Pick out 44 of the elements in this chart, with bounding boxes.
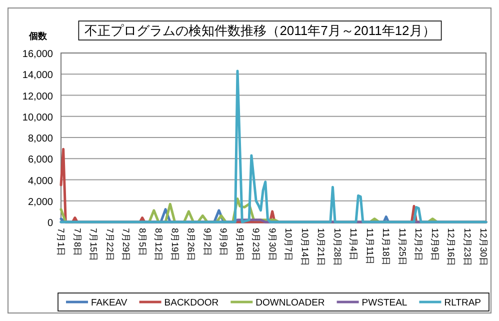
x-tick-label: 12月2日 bbox=[414, 228, 424, 262]
y-tick-label: 16,000 bbox=[22, 49, 54, 60]
x-tick-label: 8月5日 bbox=[137, 228, 148, 256]
x-tick-label: 12月23日 bbox=[462, 228, 472, 266]
x-tick-label: 12月30日 bbox=[478, 228, 489, 266]
y-axis-title: 個数 bbox=[28, 31, 48, 41]
x-tick-label: 9月2日 bbox=[202, 228, 212, 256]
x-tick-label: 8月12日 bbox=[154, 228, 164, 262]
y-tick-label: 4,000 bbox=[28, 176, 54, 187]
x-tick-label: 7月15日 bbox=[88, 228, 99, 262]
x-tick-label: 7月1日 bbox=[56, 228, 66, 256]
x-tick-label: 10月14日 bbox=[300, 228, 310, 266]
x-tick-label: 12月16日 bbox=[446, 228, 456, 266]
x-tick-label: 9月9日 bbox=[218, 228, 229, 256]
x-tick-label: 8月19日 bbox=[170, 228, 180, 262]
legend-label: DOWNLOADER bbox=[256, 298, 325, 308]
x-tick-label: 10月7日 bbox=[284, 228, 294, 262]
x-tick-label: 11月4日 bbox=[348, 228, 359, 260]
x-tick-label: 9月23日 bbox=[251, 228, 262, 262]
x-tick-label: 10月28日 bbox=[332, 228, 342, 266]
x-tick-label: 10月21日 bbox=[316, 228, 326, 266]
x-tick-label: 7月8日 bbox=[72, 228, 82, 256]
x-tick-label: 7月22日 bbox=[104, 228, 115, 262]
x-tick-label: 8月26日 bbox=[186, 228, 196, 262]
y-tick-label: 12,000 bbox=[22, 91, 54, 102]
legend-label: BACKDOOR bbox=[164, 298, 219, 308]
x-tick-label: 9月30日 bbox=[267, 228, 278, 262]
legend-label: PWSTEAL bbox=[362, 298, 408, 308]
legend-label: RLTRAP bbox=[444, 298, 481, 308]
x-tick-label: 11月11日 bbox=[364, 228, 375, 265]
x-tick-label: 12月9日 bbox=[430, 228, 440, 262]
x-tick-label: 11月25日 bbox=[397, 228, 408, 266]
x-tick-label: 9月16日 bbox=[234, 228, 245, 262]
y-tick-label: 10,000 bbox=[22, 112, 54, 124]
y-tick-label: 8,000 bbox=[28, 134, 54, 144]
y-tick-label: 6,000 bbox=[28, 154, 54, 166]
legend-label: FAKEAV bbox=[91, 298, 128, 308]
y-tick-label: 2,000 bbox=[28, 196, 54, 208]
y-tick-label: 0 bbox=[47, 218, 54, 229]
x-tick-label: 11月18日 bbox=[381, 228, 392, 266]
y-tick-label: 14,000 bbox=[22, 70, 54, 82]
line-series bbox=[60, 70, 488, 224]
x-tick-label: 7月29日 bbox=[121, 228, 132, 262]
chart-title: 不正プログラムの検知件数推移（2011年7月～2011年12月） bbox=[84, 23, 436, 38]
